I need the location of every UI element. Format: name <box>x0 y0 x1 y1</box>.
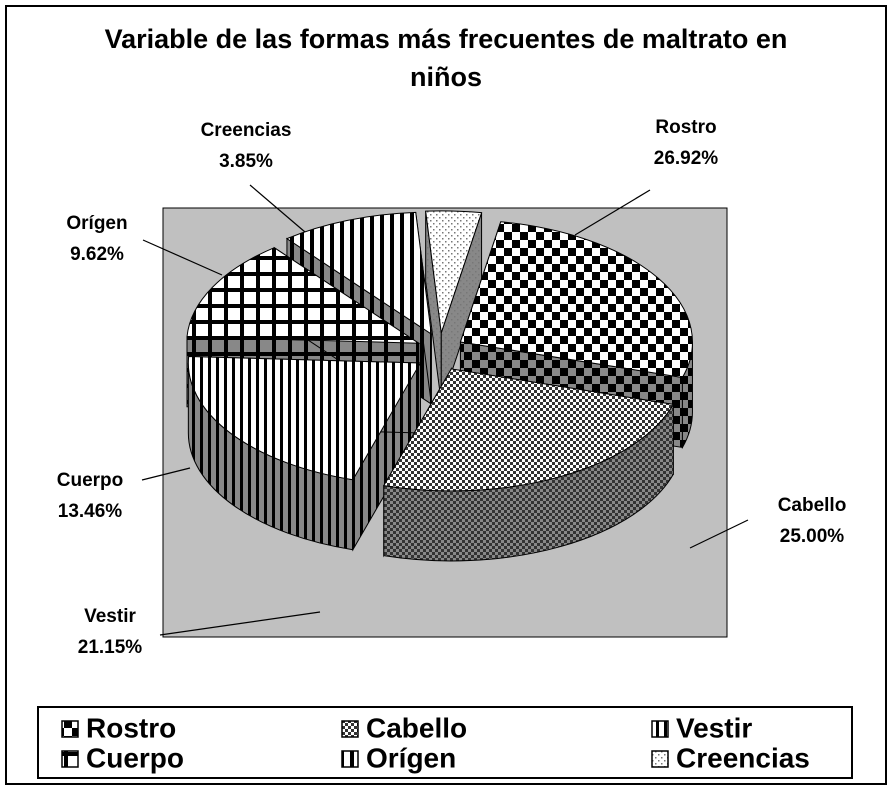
data-label-name: Rostro <box>655 117 716 138</box>
data-label-value: 9.62% <box>70 244 124 265</box>
legend-label: Creencias <box>676 742 810 773</box>
legend-label: Orígen <box>366 742 456 773</box>
pie-slice <box>425 210 483 403</box>
legend-swatch <box>61 750 79 768</box>
data-label-name: Orígen <box>66 213 127 234</box>
slice-top <box>186 247 421 344</box>
slice-top <box>285 211 432 336</box>
legend-swatch <box>341 720 359 738</box>
data-label-name: Cuerpo <box>57 470 124 491</box>
leader-line <box>159 611 321 636</box>
leader-line <box>689 519 749 549</box>
data-label-value: 25.00% <box>780 526 845 547</box>
data-label-value: 3.85% <box>219 151 273 172</box>
pie-slice <box>383 367 675 562</box>
pie-slice <box>187 356 422 552</box>
slice-top <box>383 368 675 492</box>
legend-label: Rostro <box>86 712 176 743</box>
legend-label: Cuerpo <box>86 742 184 773</box>
data-label-value: 26.92% <box>654 148 719 169</box>
leader-line <box>574 189 651 236</box>
legend-swatch <box>341 750 359 768</box>
leader-line <box>249 184 306 233</box>
slice-top <box>459 221 693 378</box>
leader-line <box>142 239 223 276</box>
legend-label: Cabello <box>366 712 467 743</box>
data-label-name: Vestir <box>84 606 136 627</box>
data-label-name: Creencias <box>201 120 292 141</box>
legend-swatch <box>651 720 669 738</box>
leader-line <box>141 467 191 481</box>
data-label-name: Cabello <box>778 495 847 516</box>
data-label-value: 21.15% <box>78 637 143 658</box>
legend-swatch <box>61 720 79 738</box>
legend-label: Vestir <box>676 712 752 743</box>
chart-title: Variable de las formas más frecuentes de… <box>104 24 788 92</box>
legend-box <box>37 706 853 779</box>
legend-swatch <box>651 750 669 768</box>
slice-top <box>187 356 422 481</box>
data-label-value: 13.46% <box>58 501 123 522</box>
slice-top <box>425 210 483 333</box>
